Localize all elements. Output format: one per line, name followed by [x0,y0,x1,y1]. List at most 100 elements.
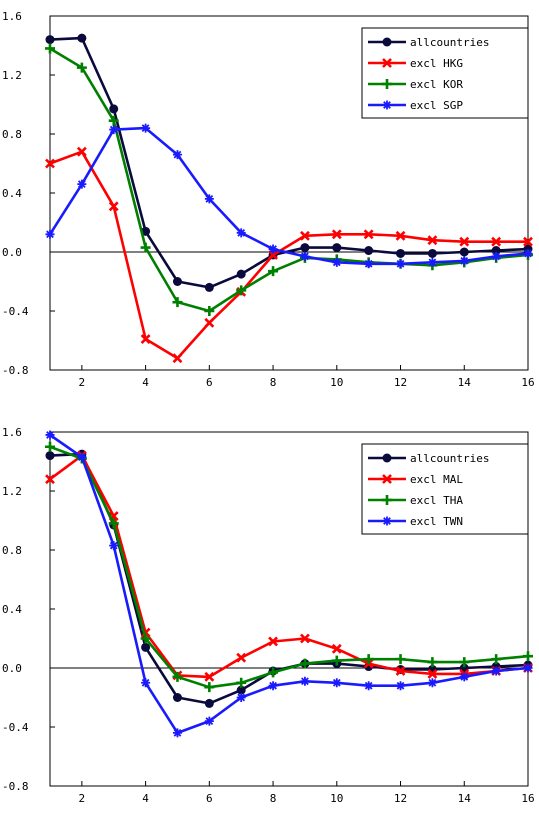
legend-label: excl TWN [410,515,463,528]
x-tick-label: 14 [458,792,472,805]
x-tick-label: 10 [330,792,343,805]
x-tick-label: 8 [270,376,277,389]
legend-marker [382,516,392,526]
legend-label: excl THA [410,494,463,507]
x-tick-label: 4 [142,376,149,389]
data-point [300,676,310,686]
x-tick-label: 6 [206,376,213,389]
data-point [332,243,342,253]
y-tick-label: -0.8 [2,780,29,793]
data-point [459,657,470,668]
y-tick-label: 1.2 [2,69,22,82]
data-point [141,642,151,652]
y-tick-label: 0.0 [2,246,22,259]
data-point [140,242,151,253]
series-line [48,126,529,266]
legend-label: allcountries [410,36,489,49]
data-point [172,728,182,738]
x-tick-label: 8 [270,792,277,805]
data-point [108,115,119,126]
data-point [108,201,119,212]
data-point [45,441,55,452]
data-point [45,430,55,440]
data-point [459,247,469,257]
x-tick-label: 12 [394,792,407,805]
data-point [491,654,502,665]
y-tick-label: 0.4 [2,187,22,200]
data-point [523,248,533,258]
legend-label: excl HKG [410,57,463,70]
data-point [141,678,151,688]
series-line [49,433,529,735]
legend-label: excl SGP [410,99,463,112]
data-point [427,657,438,668]
y-tick-label: -0.8 [2,364,29,377]
data-point [331,655,342,666]
data-point [45,158,55,169]
series-line [49,150,528,360]
series-excl-twn [45,430,533,738]
x-tick-label: 10 [330,376,343,389]
data-point [45,474,55,485]
series-excl-sgp [45,123,533,269]
data-point [523,663,533,673]
data-point [236,285,247,296]
data-point [236,685,246,695]
impulse-response-chart-top: -0.8 -0.4 0.0 0.4 0.8 1.2 1.6 2 4 6 8 10 12 14 16 allco… [2,10,535,389]
x-tick-label: 4 [142,792,149,805]
data-point [459,256,469,266]
legend-label: excl MAL [410,473,463,486]
data-point [204,682,215,693]
legend-label: excl KOR [410,78,463,91]
data-point [300,251,310,261]
data-point [204,306,215,316]
y-tick-label: 1.6 [2,426,22,439]
data-point [204,194,214,204]
data-point [268,244,278,254]
data-point [332,257,342,267]
data-point [76,146,87,157]
data-point [395,666,406,676]
data-point [331,229,342,240]
data-point [45,451,55,461]
x-tick-label: 16 [521,376,534,389]
data-point [395,654,406,665]
y-tick-label: 1.2 [2,485,22,498]
data-point [427,235,438,246]
data-point [299,658,310,669]
data-point [427,668,438,679]
y-tick-label: 0.8 [2,128,22,141]
data-point [268,667,279,678]
data-point [172,671,183,682]
legend: allcountries excl HKG excl KOR excl SGP [361,27,529,119]
y-tick-label: 0.0 [2,662,22,675]
data-point [268,266,279,277]
data-point [108,518,119,529]
data-point [491,666,501,676]
data-point [76,62,87,73]
data-point [491,236,502,247]
series-excl-tha [45,441,533,693]
data-point [236,269,246,279]
data-point [236,228,246,238]
legend-label: allcountries [410,452,489,465]
data-point [395,230,406,241]
legend-marker [382,474,392,484]
data-point [300,243,310,253]
data-point [427,248,437,258]
data-point [204,317,215,328]
legend-marker [382,58,392,68]
legend-marker [382,495,392,505]
x-tick-label: 12 [394,376,407,389]
data-point [141,123,151,133]
data-point [268,636,278,647]
data-point [300,230,310,241]
data-point [364,259,374,269]
data-point [204,282,214,292]
data-point [204,671,215,682]
data-point [109,541,119,551]
data-point [396,259,406,269]
data-point [491,246,501,256]
data-point [172,297,183,308]
data-point [331,643,342,654]
